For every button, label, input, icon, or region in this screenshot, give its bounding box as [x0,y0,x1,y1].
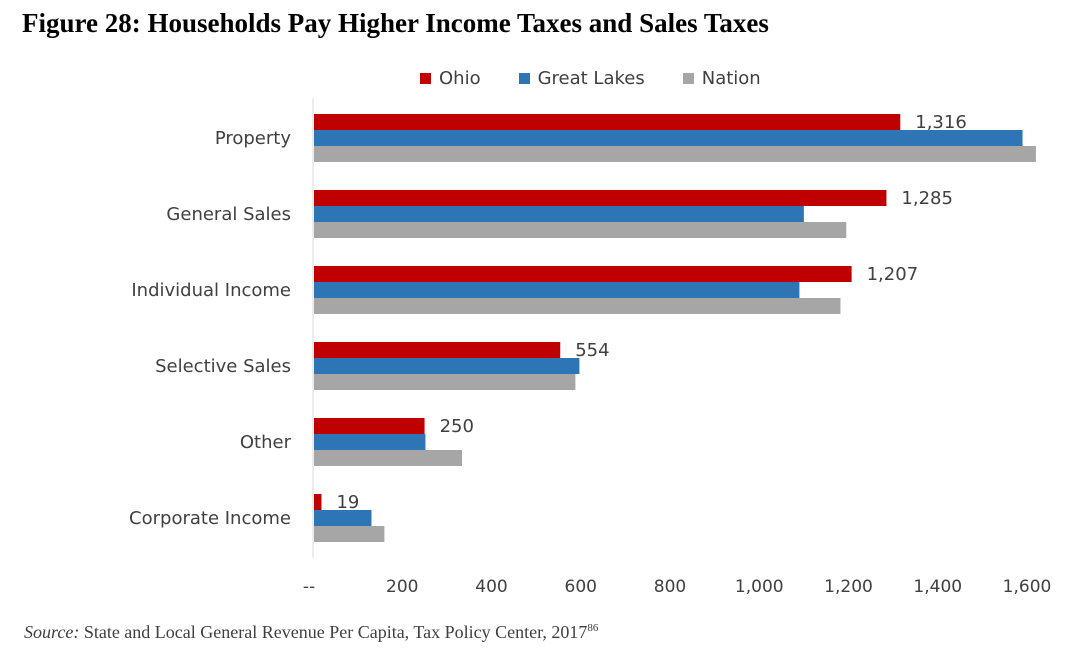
bar-ohio [314,342,561,358]
category-label: General Sales [166,204,291,225]
legend-label-great-lakes: Great Lakes [537,67,645,89]
x-tick-label: 1,000 [735,577,784,597]
bar-great-lakes [314,206,804,222]
x-tick-label: 800 [654,577,686,597]
figure-title: Figure 28: Households Pay Higher Income … [22,8,769,38]
source-note: Source: State and Local General Revenue … [24,622,598,643]
data-label: 250 [440,416,474,437]
x-tick-label: 1,400 [913,577,962,597]
bar-great-lakes [314,358,580,374]
data-label: 1,316 [915,112,967,133]
x-tick-label: -- [303,577,315,597]
bar-ohio [314,114,901,130]
legend-item-nation: Nation [682,67,761,89]
bar-great-lakes [314,434,426,450]
source-label: Source: [24,622,80,642]
chart-legend: Ohio Great Lakes Nation [420,66,761,90]
bar-nation [314,222,847,238]
bar-ohio [314,418,425,434]
legend-label-nation: Nation [701,67,761,89]
bar-ohio [314,266,852,282]
x-tick-label: 1,600 [1003,577,1052,597]
bar-nation [314,146,1036,162]
category-label: Individual Income [131,280,291,301]
legend-swatch-nation [682,72,694,84]
data-label: 554 [575,340,609,361]
bar-ohio [314,190,887,206]
source-footnote: 86 [587,622,599,634]
legend-label-ohio: Ohio [439,67,481,89]
data-label: 1,285 [901,188,953,209]
bar-nation [314,450,463,466]
category-label: Corporate Income [129,508,291,529]
bar-nation [314,526,385,542]
source-text: State and Local General Revenue Per Capi… [83,622,588,642]
legend-swatch-ohio [420,72,431,84]
x-tick-label: 1,200 [824,577,873,597]
bar-ohio [314,494,322,510]
legend-item-ohio: Ohio [420,68,481,89]
data-label: 1,207 [867,264,919,285]
category-label: Selective Sales [155,356,291,377]
category-label: Property [215,128,292,149]
legend-swatch-great-lakes [518,72,530,84]
legend-item-great-lakes: Great Lakes [518,67,645,89]
x-tick-label: 200 [386,577,418,597]
bar-great-lakes [314,510,372,526]
bar-great-lakes [314,282,800,298]
x-tick-label: 600 [565,577,597,597]
bar-nation [314,298,841,314]
bar-great-lakes [314,130,1023,146]
data-label: 19 [336,492,359,513]
category-label: Other [240,432,292,453]
bar-nation [314,374,576,390]
x-tick-label: 400 [475,577,507,597]
